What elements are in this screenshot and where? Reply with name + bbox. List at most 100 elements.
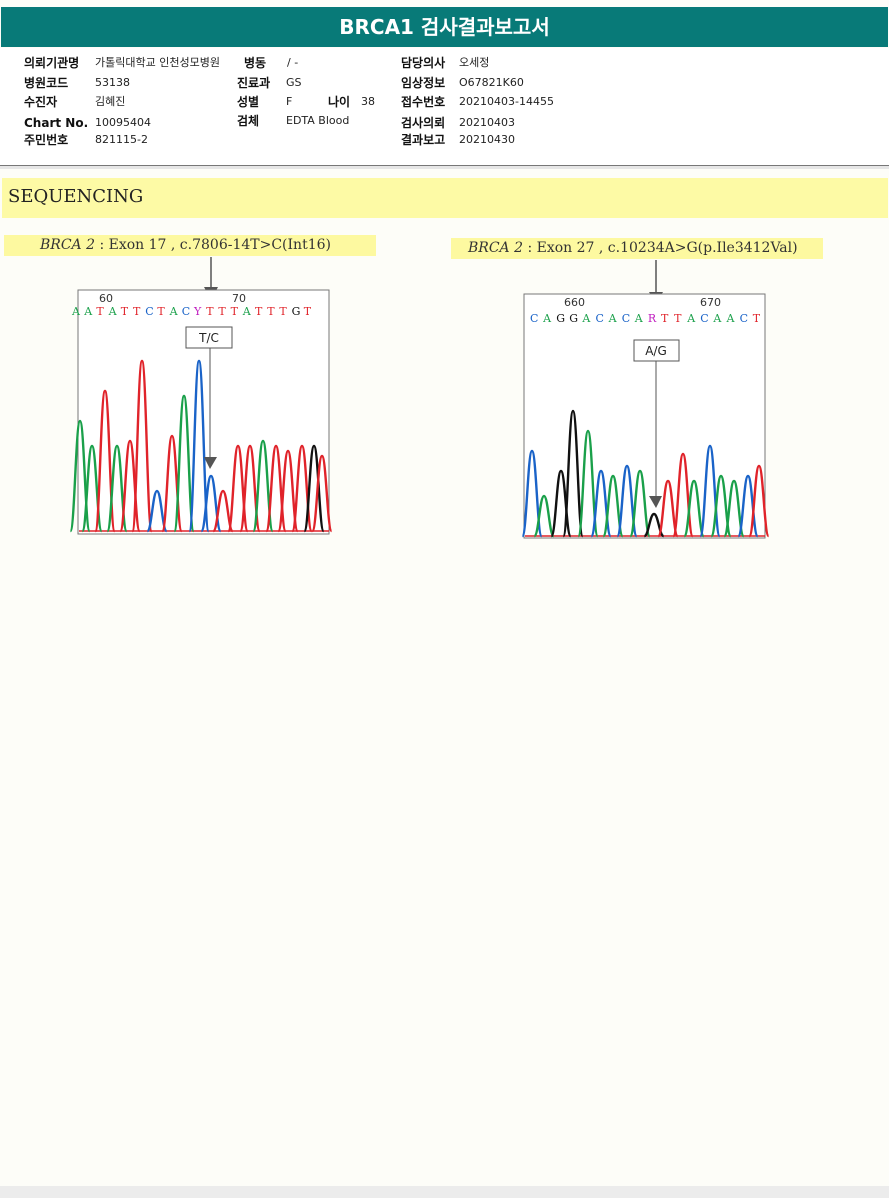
- base-call-1: A: [83, 305, 93, 318]
- base-call-2: G: [556, 312, 565, 325]
- trace-peak-9: [188, 359, 210, 533]
- trace-peak-13: [699, 444, 721, 538]
- base-call-7: T: [157, 305, 165, 318]
- specimen-label: 검체: [237, 114, 260, 128]
- hospital-code-value: 53138: [95, 76, 130, 89]
- base-call-4: A: [581, 312, 591, 325]
- base-call-0: C: [530, 312, 538, 325]
- physician-label: 담당의사: [401, 56, 446, 70]
- clinical-info-label: 임상정보: [401, 76, 446, 90]
- trace-peak-17: [748, 464, 770, 538]
- trace-peak-2: [550, 469, 572, 538]
- trace-peak-16: [737, 474, 759, 538]
- age-label: 나이: [328, 95, 351, 109]
- referring-hospital-value: 가톨릭대학교 인천성모병원: [95, 56, 220, 69]
- arrow-down-icon: [649, 496, 662, 508]
- trace-peak-11: [672, 452, 694, 538]
- report-date-label: 결과보고: [401, 133, 446, 147]
- base-call-15: T: [255, 305, 263, 318]
- trace-peak-4: [119, 439, 141, 533]
- trace-peak-18: [303, 444, 325, 533]
- base-call-13: C: [700, 312, 708, 325]
- base-call-0: A: [71, 305, 81, 318]
- accession-number-value: 20210403-14455: [459, 95, 554, 108]
- base-call-11: T: [206, 305, 214, 318]
- base-call-8: A: [634, 312, 644, 325]
- resident-number-value: 821115-2: [95, 133, 148, 146]
- base-call-16: T: [267, 305, 275, 318]
- age-value: 38: [361, 95, 375, 108]
- base-call-5: T: [133, 305, 141, 318]
- referring-hospital-label: 의뢰기관명: [24, 56, 80, 70]
- section-title: SEQUENCING: [8, 186, 144, 207]
- physician-value: 오세정: [459, 56, 490, 69]
- base-call-12: T: [218, 305, 226, 318]
- base-call-6: A: [608, 312, 618, 325]
- base-call-8: A: [169, 305, 179, 318]
- resident-number-label: 주민번호: [24, 133, 69, 147]
- base-call-7: C: [622, 312, 630, 325]
- position-label-70: 70: [232, 292, 246, 305]
- report-title: BRCA1 검사결과보고서: [1, 7, 888, 47]
- sex-label: 성별: [237, 95, 260, 109]
- variant-1-caption: BRCA 2 : Exon 17 , c.7806-14T>C(Int16): [4, 235, 376, 256]
- trace-peak-3: [562, 409, 584, 538]
- variant-2-description: : Exon 27 , c.10234A>G(p.Ile3412Val): [527, 240, 798, 256]
- base-call-19: T: [304, 305, 312, 318]
- trace-peak-8: [629, 469, 651, 538]
- base-call-6: C: [145, 305, 153, 318]
- ward-label: 병동: [244, 56, 267, 70]
- base-call-13: T: [231, 305, 239, 318]
- position-label-670: 670: [700, 296, 721, 309]
- trace-peak-8: [173, 394, 195, 533]
- trace-peak-5: [131, 359, 153, 533]
- report-date-value: 20210430: [459, 133, 515, 146]
- ward-value: / -: [287, 56, 299, 69]
- department-label: 진료과: [237, 76, 271, 90]
- trace-peak-1: [533, 494, 555, 538]
- base-call-5: C: [596, 312, 604, 325]
- base-call-3: A: [108, 305, 118, 318]
- variant-2-call-label: A/G: [645, 344, 667, 358]
- base-call-10: T: [661, 312, 669, 325]
- chart-no-value: 10095404: [95, 116, 151, 129]
- clinical-info-value: O67821K60: [459, 76, 524, 89]
- hospital-code-label: 병원코드: [24, 76, 69, 90]
- request-date-label: 검사의뢰: [401, 116, 446, 130]
- request-date-value: 20210403: [459, 116, 515, 129]
- accession-number-label: 접수번호: [401, 95, 446, 109]
- trace-peak-7: [161, 434, 183, 533]
- base-call-11: T: [674, 312, 682, 325]
- base-call-14: A: [712, 312, 722, 325]
- variant-2-caption: BRCA 2 : Exon 27 , c.10234A>G(p.Ile3412V…: [451, 238, 823, 259]
- base-call-2: T: [96, 305, 104, 318]
- base-call-12: A: [686, 312, 696, 325]
- base-call-18: G: [292, 305, 301, 318]
- trace-peak-19: [311, 454, 333, 533]
- base-call-4: T: [121, 305, 129, 318]
- trace-peak-12: [683, 479, 705, 538]
- sex-value: F: [286, 95, 293, 108]
- position-label-660: 660: [564, 296, 585, 309]
- trace-peak-10: [657, 479, 679, 538]
- base-call-15: A: [726, 312, 736, 325]
- patient-info-panel: 의뢰기관명 가톨릭대학교 인천성모병원 병원코드 53138 수진자 김혜진 C…: [0, 48, 889, 166]
- variant-2-gene: BRCA 2: [468, 240, 524, 256]
- patient-name-label: 수진자: [24, 95, 58, 109]
- patient-name-value: 김혜진: [95, 95, 126, 108]
- sequencing-section-header: SEQUENCING: [2, 178, 888, 218]
- variant-1-description: : Exon 17 , c.7806-14T>C(Int16): [99, 237, 331, 253]
- base-call-9: C: [182, 305, 190, 318]
- variant-1-gene: BRCA 2: [40, 237, 96, 253]
- base-call-17: T: [279, 305, 287, 318]
- position-label-60: 60: [99, 292, 113, 305]
- base-call-9: R: [648, 312, 657, 325]
- base-call-3: G: [569, 312, 578, 325]
- variant-1-call-label: T/C: [198, 331, 219, 345]
- base-call-10: Y: [193, 305, 202, 318]
- page-footer-strip: [0, 1186, 889, 1198]
- base-call-17: T: [753, 312, 761, 325]
- base-call-14: A: [242, 305, 252, 318]
